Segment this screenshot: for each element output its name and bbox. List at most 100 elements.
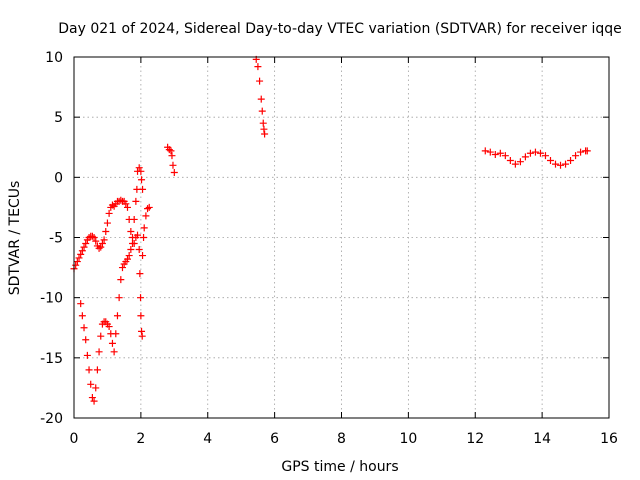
data-point [137,167,145,175]
data-point [92,384,100,392]
data-point [260,125,268,133]
data-point [98,240,106,248]
tick-labels: 0 2 4 6 8 10 12 14 16 -20 -15 -10 -5 0 5 10 [40,50,618,447]
x-tick-label: 0 [70,431,79,447]
data-point [124,203,131,211]
data-point [486,148,494,156]
data-point [135,246,143,254]
data-point [110,348,118,356]
plot-frame [73,56,610,419]
data-point [122,200,130,208]
data-point [572,152,580,160]
chart-title: Day 021 of 2024, Sidereal Day-to-day VTE… [58,21,622,37]
data-point [112,330,120,338]
data-point [83,351,91,359]
y-tick-label: 0 [54,170,63,186]
x-tick-label: 10 [399,431,417,447]
data-point [77,300,85,308]
data-point [93,366,101,374]
y-tick-label: -5 [49,231,63,247]
data-point [92,237,100,245]
series-seg4 [164,143,178,177]
data-point [134,231,142,239]
data-point [567,156,575,164]
data-point [130,215,138,223]
data-point [118,264,126,272]
data-point [95,348,103,356]
x-tick-label: 4 [203,431,212,447]
data-point [139,252,147,260]
data-point [168,152,176,160]
data-point [132,197,140,205]
data-point [95,244,103,252]
data-point [531,148,539,156]
data-point [80,243,88,251]
data-point [117,276,125,284]
y-tick-label: 5 [54,110,63,126]
data-point [78,247,86,255]
data-point [140,234,148,241]
data-point [85,366,93,374]
data-point [501,152,509,160]
x-tick-label: 12 [466,431,484,447]
data-point [140,224,148,232]
data-point [165,146,173,154]
data-point [127,227,135,235]
data-point [82,336,90,344]
data-point [577,148,585,156]
data-point [97,332,105,340]
y-tick-label: -10 [40,291,63,307]
data-point [138,327,146,335]
data-point [516,158,524,166]
data-point [138,176,146,184]
data-point [78,312,86,320]
data-point [90,397,98,405]
data-point [167,147,175,155]
data-point [261,130,269,138]
grid [74,57,609,418]
data-point [72,261,80,269]
series-seg3 [130,203,153,340]
data-point [170,169,178,177]
data-point [521,153,529,161]
y-tick-label: -20 [40,411,63,427]
data-point [169,161,177,169]
data-point [491,150,499,158]
data-point [135,164,143,172]
data-point [481,147,489,155]
data-point [137,294,145,302]
x-tick-label: 6 [270,431,279,447]
data-point [137,312,145,320]
data-point [254,63,262,71]
series-seg6 [481,147,591,169]
data-point [82,240,90,248]
series-seg5 [252,55,269,138]
data-point [144,205,152,213]
data-point [557,161,565,169]
data-point [80,324,88,332]
data-point [130,240,138,248]
data-point [88,394,96,402]
data-point [506,156,514,164]
data-point [115,294,123,302]
x-tick-label: 2 [136,431,145,447]
data-point [102,227,110,235]
data-point [511,160,519,168]
data-point [103,219,111,227]
data-point [259,119,267,127]
data-point [125,252,133,260]
data-point [258,107,266,115]
data-point [73,258,81,266]
y-tick-label: -15 [40,351,63,367]
data-point [90,234,98,241]
data-point [526,149,534,157]
y-axis-title: SDTVAR / TECUs [7,181,23,296]
data-point [136,270,144,278]
data-point [77,250,85,258]
data-point [583,147,591,155]
data-point [257,95,265,103]
data-point [87,380,95,388]
y-tick-label: 10 [45,50,63,66]
series-seg2 [77,164,147,405]
